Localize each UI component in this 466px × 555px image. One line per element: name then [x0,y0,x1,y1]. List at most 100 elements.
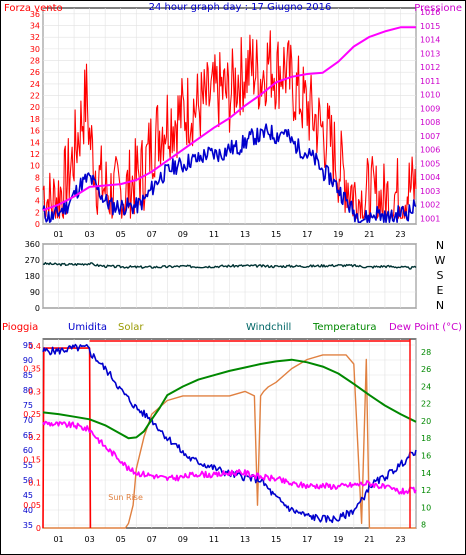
y-right-tick-label: 1015 [420,22,440,31]
compass-label: N [436,239,444,252]
y-left-tick-label: 26 [30,68,40,77]
compass-label: W [435,254,446,267]
x-tick-label: 01 [53,535,63,544]
humidity-tick-label: 35 [23,521,33,530]
temperature-tick-label: 28 [421,348,431,357]
y-right-tick-label: 1010 [420,91,440,100]
y-right-tick-label: 1008 [420,118,440,127]
y-left-tick-label: 16 [30,127,40,136]
rain-tick-label: 0.35 [23,365,41,374]
y-left-tick-label: 8 [35,173,40,182]
rain-tick-label: 0.4 [28,342,41,351]
y-left-tick-label: 34 [30,22,40,31]
chart-title: 24 hour graph day : 17 Giugno 2016 [149,2,332,13]
y-right-tick-label: 1003 [420,187,440,196]
compass-label: E [437,284,444,297]
x-tick-label: 19 [333,230,343,239]
legend-label: Windchill [246,322,291,333]
temperature-tick-label: 8 [421,521,426,530]
humidity-tick-label: 85 [23,371,33,380]
y-left-tick-label: 14 [30,138,40,147]
compass-label: N [436,299,444,312]
temperature-tick-label: 26 [421,365,431,374]
legend-label: Dew Point (°C) [389,322,462,333]
y-left-tick-label: 18 [30,115,40,124]
humidity-tick-label: 65 [23,431,33,440]
y-left-tick-label: 24 [30,80,40,89]
series-wind-line [42,123,417,223]
temperature-tick-label: 24 [421,382,431,391]
y-right-tick-label: 1009 [420,104,440,113]
rain-tick-label: 0.25 [23,410,41,419]
y-left-tick-label: 12 [30,150,40,159]
series-pressure-line [42,26,416,212]
y-left-tick-label: 36 [30,10,40,19]
y-right-tick-label: 1006 [420,146,440,155]
humidity-tick-label: 95 [23,341,33,350]
x-tick-label: 05 [116,230,126,239]
x-tick-label: 11 [209,535,219,544]
legend-label: Solar [118,322,144,333]
temperature-tick-label: 22 [421,400,431,409]
x-tick-label: 23 [395,535,405,544]
x-tick-label: 23 [395,230,405,239]
y-right-tick-label: 1014 [420,36,440,45]
humidity-tick-label: 60 [23,446,33,455]
x-tick-label: 09 [178,230,188,239]
series-solar-line [43,354,416,529]
sun-rise-annotation: Sun Rise [108,493,143,502]
right-axis-label: Pressione [414,3,462,14]
rain-tick-label: 0.15 [23,456,41,465]
y-right-tick-label: 1007 [420,132,440,141]
humidity-tick-label: 55 [23,461,33,470]
y-left-tick-label: 20 [30,103,40,112]
direction-tick-label: 0 [35,304,40,313]
series-rain-line [42,347,92,529]
x-tick-label: 03 [85,230,95,239]
rain-tick-label: 0 [36,524,41,533]
y-left-tick-label: 2 [35,208,40,217]
left-axis-label: Forza vento [4,3,63,14]
rain-tick-label: 0.2 [28,433,41,442]
temperature-tick-label: 10 [421,503,431,512]
x-tick-label: 09 [178,535,188,544]
x-tick-label: 19 [333,535,343,544]
temperature-tick-label: 12 [421,486,431,495]
series-gust-line [42,30,417,219]
direction-tick-label: 270 [25,256,40,265]
y-left-tick-label: 4 [35,197,40,206]
y-right-tick-label: 1013 [420,49,440,58]
x-tick-label: 05 [116,535,126,544]
x-tick-label: 03 [85,535,95,544]
direction-tick-label: 90 [30,288,40,297]
series-direction-line [42,261,417,270]
direction-tick-label: 360 [25,240,40,249]
rain-tick-label: 0.3 [28,387,41,396]
y-right-tick-label: 1016 [420,8,440,17]
x-tick-label: 15 [271,535,281,544]
y-left-tick-label: 22 [30,92,40,101]
humidity-tick-label: 80 [23,386,33,395]
series-temperature-line [42,358,417,440]
y-left-tick-label: 6 [35,185,40,194]
temperature-tick-label: 20 [421,417,431,426]
compass-label: S [437,269,444,282]
x-tick-label: 15 [271,230,281,239]
x-tick-label: 17 [302,535,312,544]
x-tick-label: 07 [147,230,157,239]
y-right-tick-label: 1011 [420,77,440,86]
legend-label: Umidita [68,322,107,333]
x-tick-label: 13 [240,230,250,239]
x-tick-label: 11 [209,230,219,239]
y-right-tick-label: 1001 [420,214,440,223]
x-tick-label: 07 [147,535,157,544]
x-tick-label: 21 [364,230,374,239]
temperature-tick-label: 18 [421,434,431,443]
legend-label: Temperatura [312,322,377,333]
humidity-tick-label: 50 [23,476,33,485]
rain-tick-label: 0.1 [28,478,41,487]
y-left-tick-label: 32 [30,33,40,42]
y-left-tick-label: 0 [35,220,40,229]
y-right-tick-label: 1012 [420,63,440,72]
y-left-tick-label: 30 [30,45,40,54]
